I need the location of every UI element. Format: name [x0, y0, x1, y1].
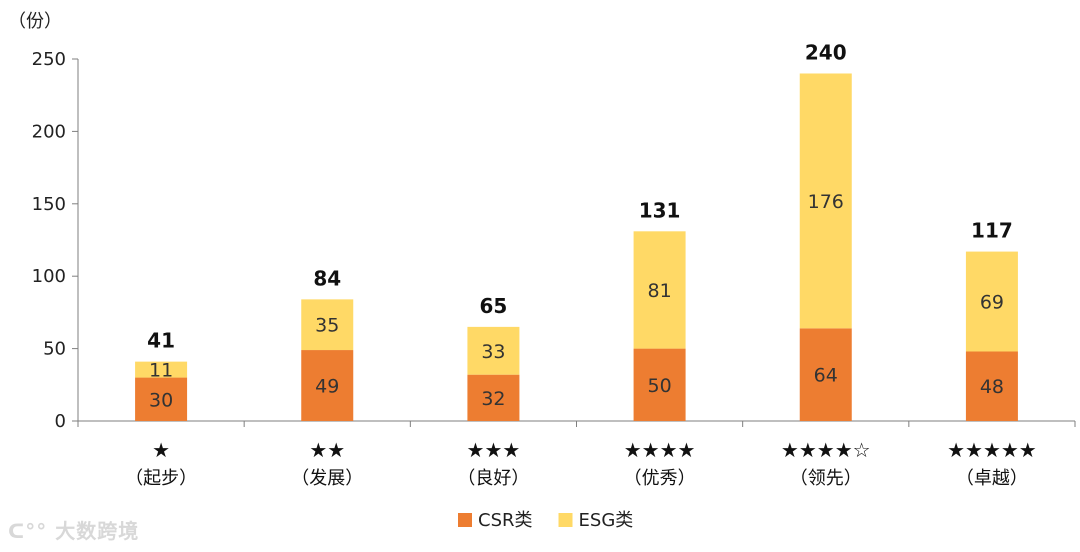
x-category-label: （优秀） [624, 468, 696, 489]
bar-segment-value-label: 64 [814, 365, 838, 387]
x-category-label: （发展） [291, 468, 363, 489]
bar-segment-csr [633, 348, 686, 421]
y-tick-label: 100 [32, 266, 66, 287]
y-tick-label: 50 [43, 339, 66, 360]
bar-total-label: 240 [805, 40, 847, 64]
x-category-label: （领先） [790, 468, 862, 489]
bar-segment-value-label: 11 [149, 360, 173, 382]
x-category-stars: ★★★ [467, 438, 521, 462]
bar-segment-esg [799, 73, 852, 329]
bar-total-label: 65 [479, 294, 507, 318]
bar-segment-csr [135, 377, 188, 421]
bar-segment-value-label: 49 [315, 376, 339, 398]
x-category-label: （良好） [457, 468, 529, 489]
bar-segment-value-label: 69 [980, 292, 1004, 314]
bar-segment-value-label: 35 [315, 315, 339, 337]
bar-segment-esg [467, 326, 520, 375]
bar-segment-value-label: 81 [647, 280, 671, 302]
bar-segment-csr [467, 374, 520, 421]
bars [135, 73, 1018, 421]
bar-segment-esg [633, 231, 686, 349]
bar-segment-value-label: 50 [647, 375, 671, 397]
x-category-label: （卓越） [956, 468, 1028, 489]
bar-total-label: 117 [971, 219, 1013, 243]
bar-segment-value-label: 33 [481, 341, 505, 363]
bar-segment-value-label: 32 [481, 388, 505, 410]
x-category-stars: ★ [152, 438, 170, 462]
bar-segment-csr [799, 328, 852, 421]
x-category-stars: ★★★★ [624, 438, 696, 462]
bar-segment-value-label: 176 [808, 191, 844, 213]
bar-segment-value-label: 30 [149, 389, 173, 411]
bar-total-label: 41 [147, 329, 175, 353]
watermark-text: 大数跨境 [55, 519, 140, 543]
x-category-stars: ★★ [309, 438, 345, 462]
legend-label-esg: ESG类 [579, 510, 634, 531]
y-axis-unit-label: （份） [8, 11, 62, 32]
bar-segment-csr [301, 350, 354, 421]
bar-total-label: 131 [639, 198, 681, 222]
x-category-stars: ★★★★★ [947, 438, 1037, 462]
y-tick-label: 0 [55, 411, 66, 432]
y-tick-label: 200 [32, 121, 66, 142]
legend-label-csr: CSR类 [478, 510, 533, 531]
bar-total-label: 84 [313, 266, 341, 290]
x-category-label: （起步） [125, 468, 197, 489]
bar-segment-esg [135, 361, 188, 378]
axes: 0 50 100 150 200 250 （份） [8, 11, 1076, 432]
watermark-icon: ᑕ°° [8, 519, 48, 543]
bar-segment-esg [965, 251, 1018, 352]
watermark-logo: ᑕ°° 大数跨境 [8, 515, 139, 544]
bar-segment-csr [965, 351, 1018, 421]
labels: 30 11 41 ★ （起步） 49 35 84 ★★ （发展） 32 33 65 ★★★ （良好） 50 81… [125, 40, 1037, 489]
legend-swatch-esg [558, 513, 573, 527]
bar-segment-value-label: 48 [980, 376, 1004, 398]
y-tick-label: 150 [32, 194, 66, 215]
legend: CSR类 ESG类 [458, 510, 633, 531]
legend-swatch-csr [458, 513, 472, 527]
x-category-stars: ★★★★☆ [781, 438, 871, 462]
bar-segment-esg [301, 299, 354, 351]
y-tick-label: 250 [32, 49, 66, 70]
